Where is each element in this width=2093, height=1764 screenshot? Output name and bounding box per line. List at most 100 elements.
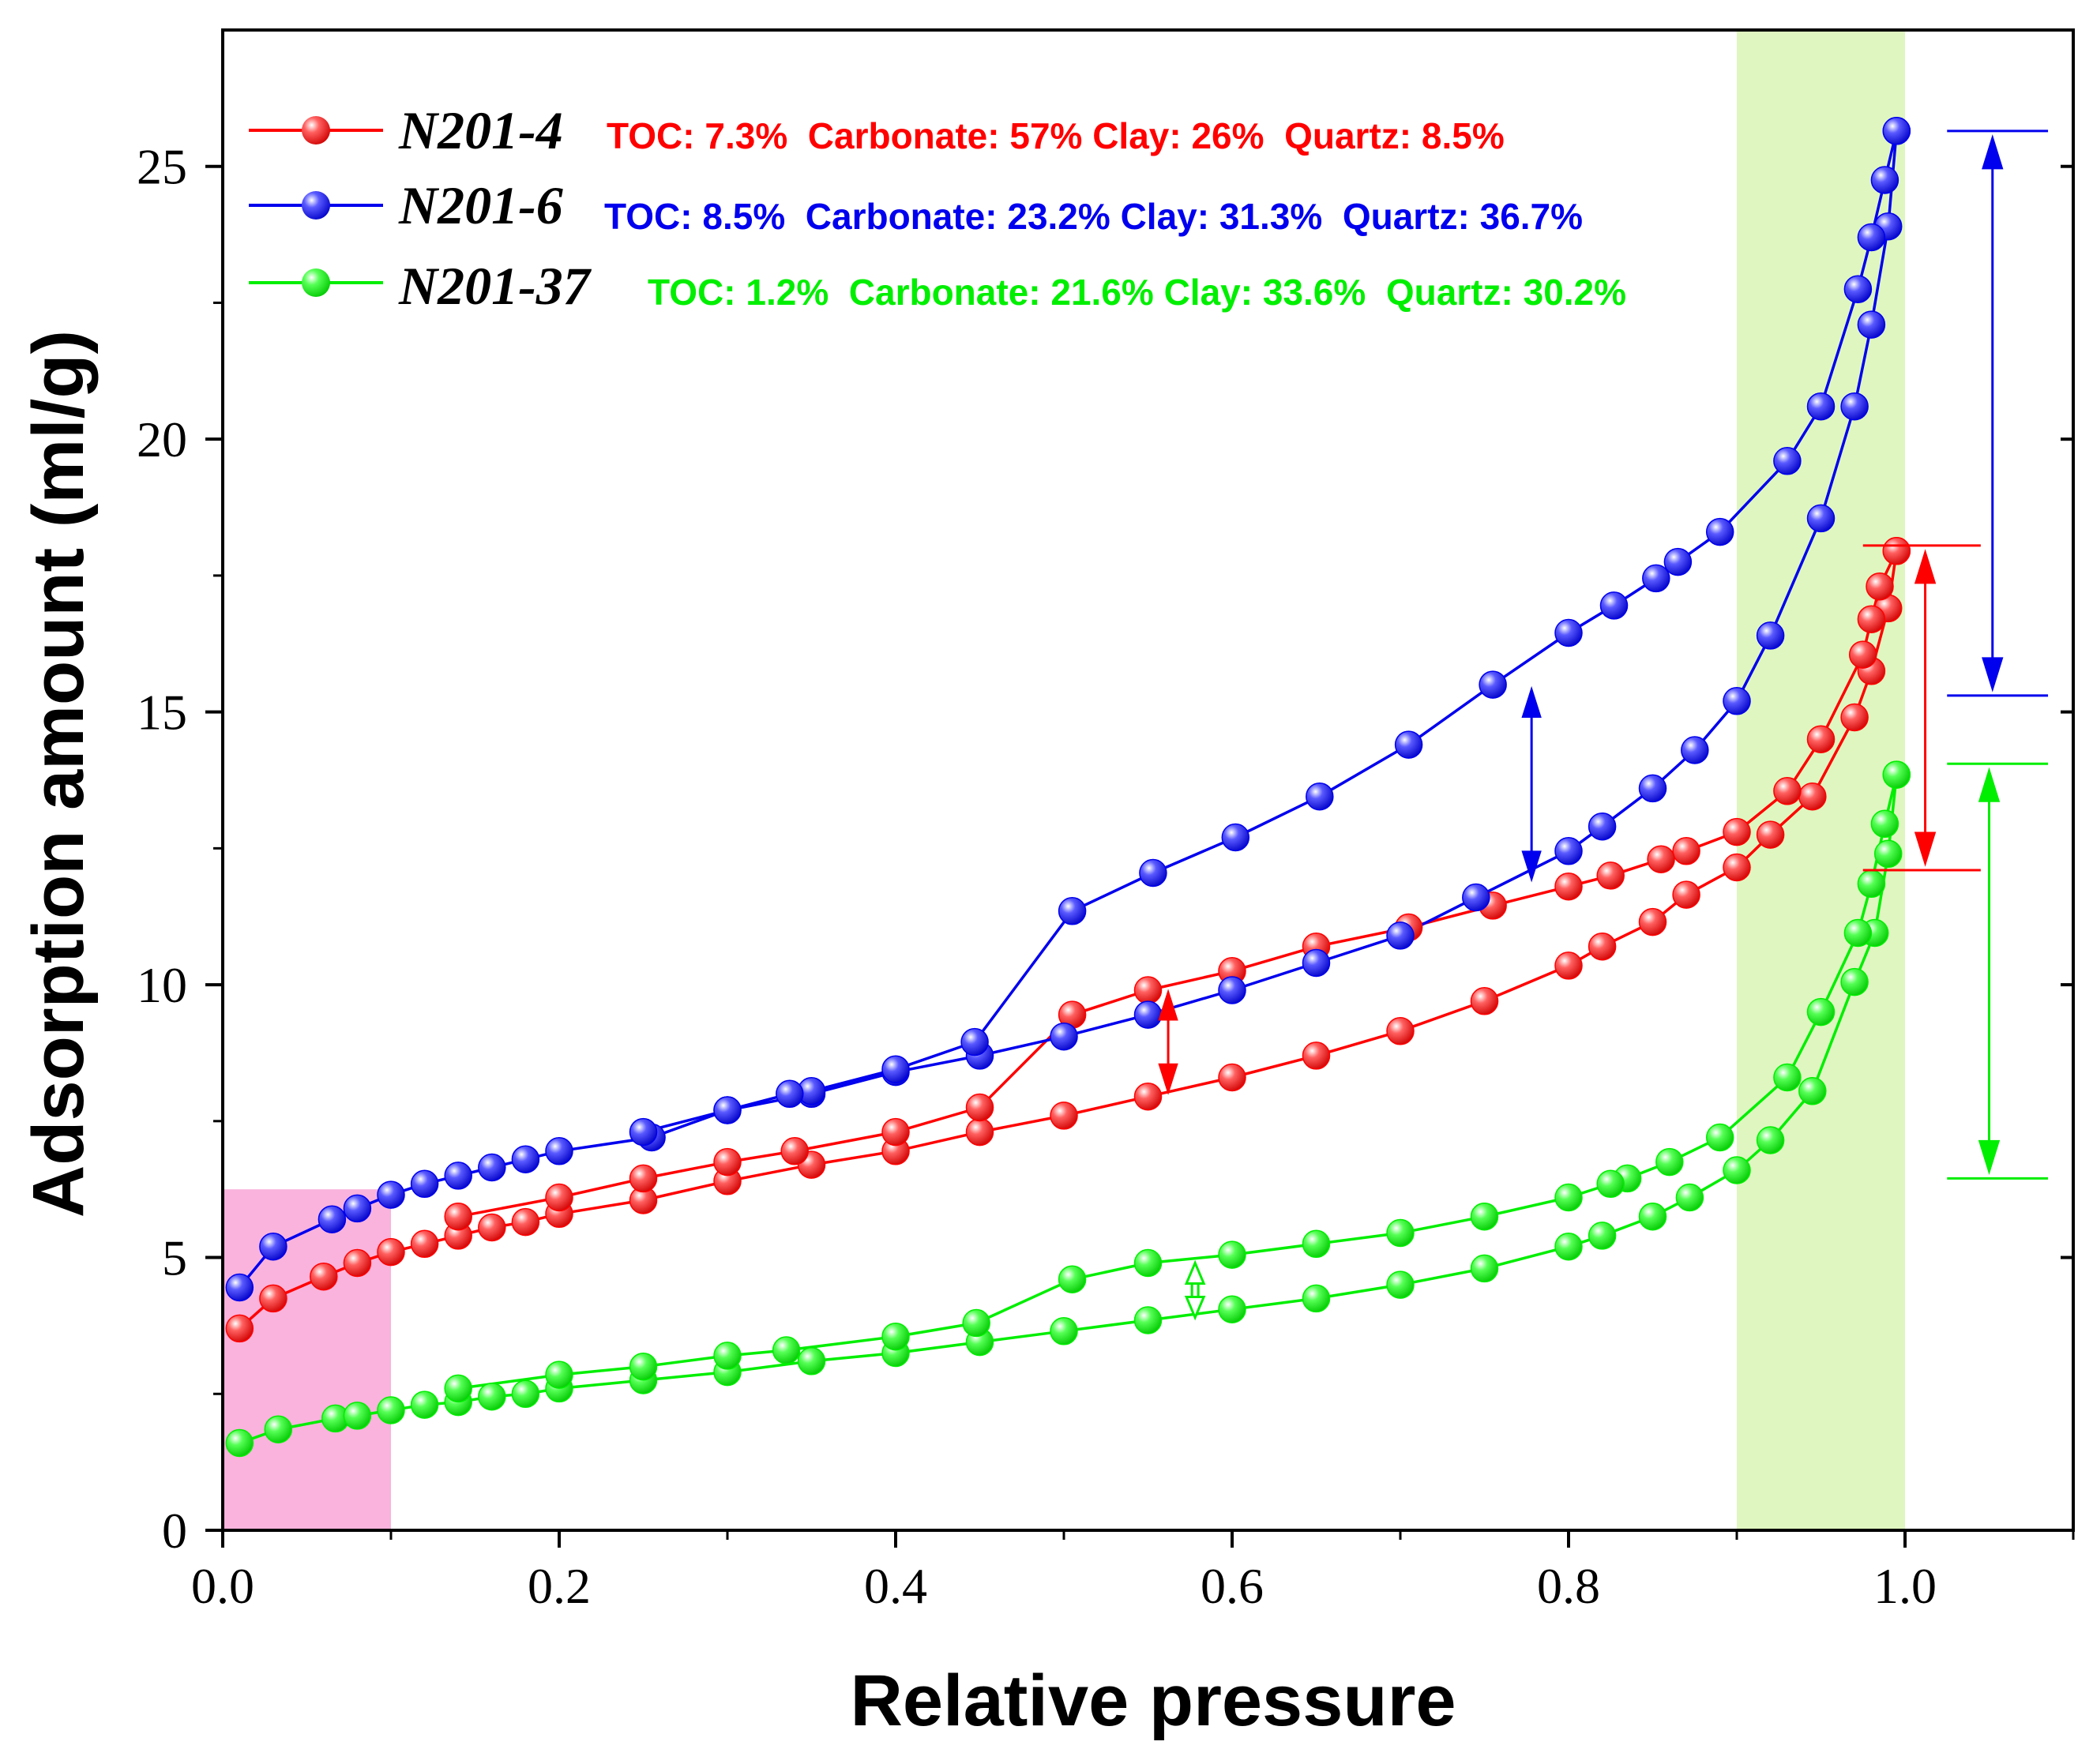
arrow-head — [1521, 685, 1542, 719]
x-tick-label: 0.2 — [528, 1558, 591, 1614]
data-point-n201-4-desorption — [1773, 777, 1802, 805]
legend-info-n201-6: TOC: 8.5% Carbonate: 23.2% Clay: 31.3% Q… — [604, 196, 1583, 237]
arrow-head — [1982, 134, 2004, 170]
data-point-n201-37-adsorption — [1756, 1126, 1785, 1154]
data-point-n201-4-desorption — [629, 1164, 658, 1193]
legend-entry-n201-6: N201-6 TOC: 8.5% Carbonate: 23.2% Clay: … — [249, 175, 1583, 237]
data-point-n201-37-desorption — [1655, 1147, 1684, 1177]
data-point-n201-4-adsorption — [310, 1262, 338, 1291]
data-point-n201-37-adsorption — [1675, 1183, 1704, 1212]
data-point-n201-4-desorption — [1723, 817, 1751, 846]
x-axis-title: Relative pressure — [850, 1661, 1456, 1741]
data-point-n201-4-adsorption — [1756, 820, 1785, 849]
y-axis-title: Adsorption amount (ml/g) — [18, 330, 99, 1218]
x-tick-label: 0.0 — [191, 1558, 254, 1614]
data-point-n201-6-adsorption — [225, 1273, 254, 1302]
legend-entry-n201-37: N201-37 TOC: 1.2% Carbonate: 21.6% Clay:… — [249, 256, 1626, 316]
data-point-n201-4-desorption — [1672, 837, 1700, 865]
data-point-n201-37-adsorption — [1840, 967, 1869, 996]
data-point-n201-6-adsorption — [1050, 1022, 1078, 1051]
data-point-n201-4-adsorption — [965, 1117, 994, 1147]
x-tick-label: 0.8 — [1537, 1558, 1600, 1614]
data-point-n201-4-desorption — [1133, 976, 1163, 1004]
data-point-n201-37-desorption — [1470, 1202, 1499, 1231]
data-point-n201-6-desorption — [881, 1055, 910, 1083]
data-point-n201-37-desorption — [1386, 1218, 1415, 1248]
data-point-n201-4-adsorption — [478, 1213, 506, 1242]
data-point-n201-6-adsorption — [1554, 837, 1583, 865]
data-point-n201-6-adsorption — [318, 1205, 347, 1233]
y-tick-label: 5 — [162, 1230, 187, 1286]
arrow-head — [1914, 549, 1937, 584]
data-point-n201-6-adsorption — [1638, 774, 1667, 803]
series-line-n201-37-desorption — [457, 774, 1899, 1391]
data-point-n201-6-desorption — [1806, 392, 1836, 421]
data-point-n201-37-desorption — [1806, 997, 1836, 1026]
arrow-head — [1521, 850, 1542, 883]
data-point-n201-6-adsorption — [545, 1137, 573, 1165]
y-tick-label: 20 — [137, 411, 187, 467]
x-tick-label: 0.4 — [864, 1558, 927, 1614]
data-point-n201-4-desorption — [1596, 861, 1625, 890]
data-point-n201-4-adsorption — [1672, 880, 1700, 909]
data-point-n201-6-adsorption — [1302, 948, 1331, 978]
data-point-n201-37-desorption — [1058, 1265, 1087, 1293]
data-point-n201-37-adsorption — [1302, 1284, 1331, 1313]
data-point-n201-6-desorption — [1479, 670, 1507, 699]
data-point-n201-37-adsorption — [377, 1396, 405, 1424]
data-point-n201-4-adsorption — [1050, 1102, 1078, 1130]
data-point-n201-6-desorption — [1139, 858, 1167, 888]
data-point-n201-37-adsorption — [1798, 1077, 1827, 1105]
data-point-n201-37-adsorption — [225, 1428, 254, 1458]
data-point-n201-6-desorption — [1058, 897, 1087, 925]
data-point-n201-4-adsorption — [1133, 1082, 1163, 1111]
data-point-n201-6-desorption — [1663, 547, 1693, 576]
data-point-n201-6-adsorption — [1588, 812, 1617, 841]
arrow-head — [1158, 989, 1178, 1021]
data-point-n201-4-adsorption — [259, 1284, 287, 1313]
arrow-head — [1978, 767, 2001, 802]
data-point-n201-6-adsorption — [1462, 883, 1490, 912]
data-point-n201-6-adsorption — [1681, 736, 1709, 764]
data-point-n201-37-desorption — [545, 1361, 573, 1389]
x-tick-label: 1.0 — [1873, 1558, 1937, 1614]
legend: N201-4 TOC: 7.3% Carbonate: 57% Clay: 26… — [249, 100, 1626, 316]
arrow-head — [1978, 1139, 2001, 1176]
data-point-n201-4-adsorption — [1470, 987, 1499, 1015]
data-point-n201-6-adsorption — [1386, 921, 1415, 950]
data-point-n201-4-desorption — [713, 1147, 742, 1177]
data-point-n201-37-adsorption — [1218, 1295, 1246, 1323]
data-point-n201-6-adsorption — [444, 1162, 472, 1190]
data-point-n201-37-desorption — [772, 1336, 801, 1364]
data-point-n201-4-adsorption — [1554, 951, 1583, 980]
data-point-n201-4-adsorption — [1302, 1042, 1331, 1070]
legend-marker-n201-4 — [302, 116, 330, 144]
legend-info-n201-4: TOC: 7.3% Carbonate: 57% Clay: 26% Quart… — [607, 115, 1505, 156]
data-point-n201-37-desorption — [1773, 1063, 1802, 1092]
data-point-n201-4-adsorption — [225, 1314, 254, 1343]
data-point-n201-37-adsorption — [1470, 1254, 1499, 1283]
data-point-n201-4-adsorption — [511, 1207, 540, 1237]
arrow-head — [1158, 1063, 1178, 1095]
data-point-n201-4-adsorption — [377, 1237, 405, 1267]
data-point-n201-37-desorption — [1843, 918, 1873, 948]
data-point-n201-6-adsorption — [1857, 310, 1886, 339]
data-point-n201-4-adsorption — [1723, 853, 1751, 882]
data-point-n201-4-desorption — [545, 1183, 573, 1212]
data-point-n201-4-adsorption — [1386, 1017, 1415, 1045]
data-point-n201-37-desorption — [629, 1352, 658, 1381]
legend-entry-n201-4: N201-4 TOC: 7.3% Carbonate: 57% Clay: 26… — [249, 100, 1505, 160]
data-point-n201-4-desorption — [1866, 572, 1894, 601]
data-point-n201-4-desorption — [1857, 605, 1886, 633]
arrow-head — [1184, 1296, 1206, 1321]
data-point-n201-4-desorption — [444, 1202, 472, 1231]
y-tick-label: 10 — [137, 957, 187, 1013]
legend-name-n201-4: N201-4 — [398, 100, 563, 160]
data-point-n201-6-desorption — [1870, 166, 1899, 194]
data-point-n201-6-desorption — [1221, 823, 1250, 852]
data-point-n201-4-desorption — [1647, 845, 1675, 873]
data-point-n201-6-adsorption — [1218, 976, 1246, 1004]
x-tick-label: 0.6 — [1201, 1558, 1264, 1614]
y-tick-label: 0 — [162, 1503, 187, 1559]
